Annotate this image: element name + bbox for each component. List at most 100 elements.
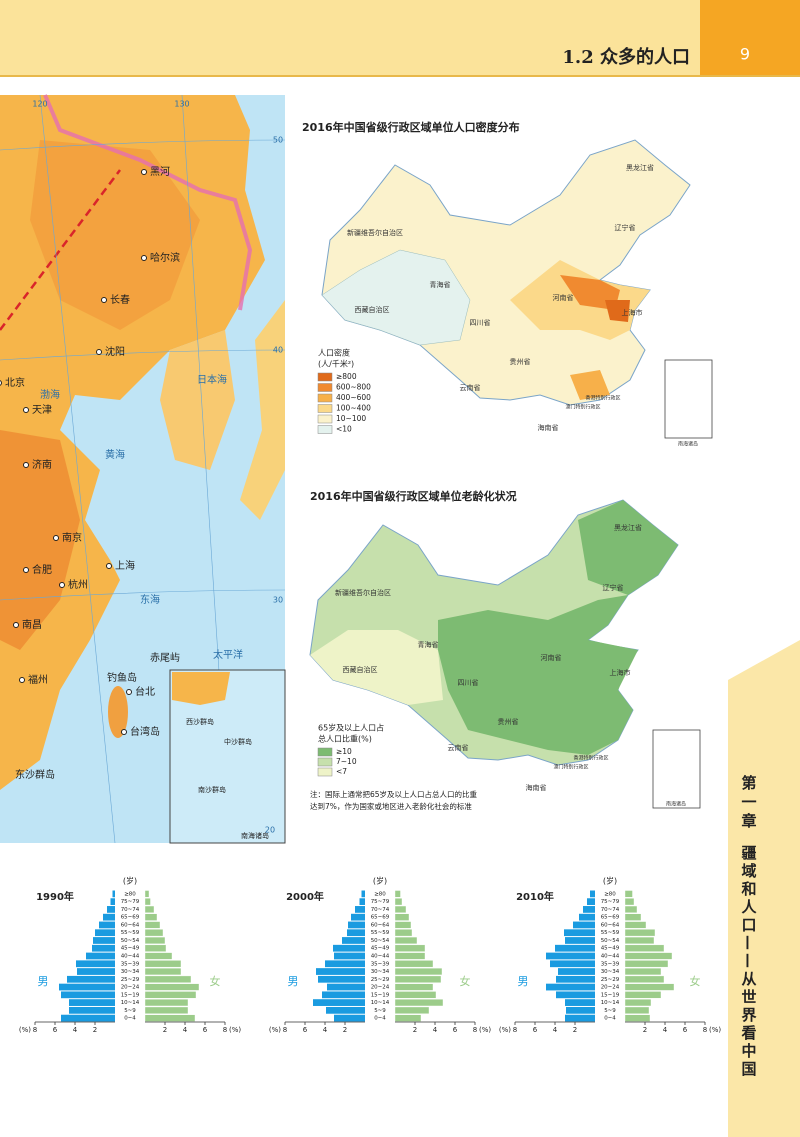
map2-title: 2016年中国省级行政区域单位人口密度分布 [302,120,520,134]
age-label: 60~64 [371,922,390,928]
legend-swatch [317,383,333,392]
age-label: ≥80 [604,891,616,897]
province-label: 四川省 [458,678,479,687]
female-bar [624,1014,651,1022]
pyramid-title: 1990年 [36,890,74,903]
legend-female: 女 [690,974,701,988]
male-bar [99,921,115,929]
female-bar [144,944,167,952]
city-dot [23,567,29,573]
female-bar [144,975,192,983]
age-label: 10~14 [601,1000,620,1006]
y-unit: (岁) [603,876,617,886]
sea-label: 东海 [140,593,160,606]
place-label: 赤尾屿 [150,652,180,664]
female-bar [624,967,662,976]
inset [664,359,713,439]
place-label: 台湾岛 [130,725,160,738]
graticule-label: 30 [273,596,283,605]
male-bar [92,944,115,952]
graticule-label: 40 [273,346,283,355]
male-bar [318,975,365,983]
province-label: 香港特别行政区 [585,395,620,402]
region [570,370,610,400]
graticule-label: 120 [32,100,47,109]
age-label: 10~14 [121,1000,140,1006]
male-bar [86,952,115,960]
male-bar [69,1006,115,1014]
male-bar [565,999,595,1006]
province-label: 青海省 [418,640,439,649]
male-bar [342,937,365,944]
male-bar [565,937,595,944]
border [43,94,253,311]
female-bar [624,952,673,960]
graticule-label: 130 [174,100,189,109]
male-bar [333,944,365,952]
region [578,500,678,595]
province-label: 海南省 [538,423,559,432]
y-unit: (岁) [373,876,387,886]
male-bar [556,975,595,983]
male-bar [555,944,595,952]
place-label: 福州 [28,673,48,686]
inset-land [172,672,230,705]
age-label: 25~29 [371,977,390,983]
pyramid-title: 2010年 [516,890,554,903]
female-bar [624,991,662,999]
province-label: 贵州省 [498,717,519,726]
age-label: 35~39 [121,961,140,967]
male-bar [361,890,365,898]
korea [160,330,235,470]
place-label: 台北 [135,685,155,698]
male-bar [558,968,595,975]
male-bar [325,960,365,968]
x-unit: (%) [229,1026,241,1034]
female-bar [624,975,665,983]
age-label: 60~64 [601,922,620,928]
province-label: 辽宁省 [615,223,636,232]
tick-label: 8 [33,1026,37,1034]
side-tab [728,640,800,1137]
female-bar [624,960,669,968]
male-bar [355,906,365,913]
city-dot [13,622,19,628]
male-bar [347,929,365,937]
page-box [700,0,800,75]
legend-label: 7~10 [336,757,357,766]
male-bar [69,999,115,1006]
age-label: 0~4 [374,1016,386,1022]
map3-title: 2016年中国省级行政区域单位老龄化状况 [310,489,517,503]
age-label: 75~79 [371,899,390,905]
male-bar [67,975,115,983]
female-bar [144,890,150,898]
city-dot [19,677,25,683]
age-label: 55~59 [371,930,390,936]
note: 注：国际上通常把65岁及以上人口占总人口的比重 [310,789,478,799]
tick-label: 4 [183,1026,188,1034]
age-label: 5~9 [124,1008,136,1014]
tick-label: 4 [73,1026,78,1034]
province-label: 南海诸岛 [678,441,698,448]
age-label: 45~49 [601,946,620,952]
female-bar [144,967,182,976]
tick-label: 6 [453,1026,458,1034]
male-bar [327,983,365,991]
age-label: 15~19 [121,992,140,998]
header-band [0,0,700,75]
female-bar [394,898,403,906]
age-label: 0~4 [124,1016,136,1022]
female-bar [394,921,412,929]
male-bar [313,999,365,1006]
age-label: 55~59 [601,930,620,936]
female-bar [394,936,418,945]
male-bar [546,983,595,991]
tick-label: 2 [163,1026,167,1034]
chapter-title: 疆域和人口——从世界看中国 [740,845,758,1079]
region [560,275,620,310]
pyramid-title: 2000年 [286,890,324,903]
place-label: 黑河 [150,166,170,178]
legend-swatch [317,404,333,413]
age-label: 40~44 [601,954,620,960]
